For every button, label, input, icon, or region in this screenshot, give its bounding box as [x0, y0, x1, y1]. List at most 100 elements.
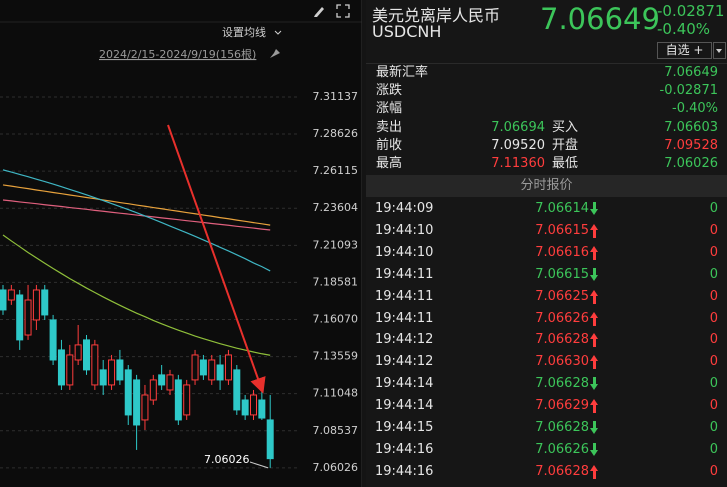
divider: [366, 63, 727, 64]
ticks-header: 分时报价: [366, 175, 727, 197]
candle-body: [224, 354, 232, 381]
stat-label: 涨跌: [376, 83, 403, 98]
tick-volume: 0: [709, 420, 718, 435]
tick-price: 7.06615: [535, 222, 589, 238]
tick-price: 7.06628: [535, 332, 589, 348]
tick-price: 7.06628: [535, 463, 589, 479]
range-label[interactable]: 2024/2/15-2024/9/19(156根): [99, 47, 256, 61]
price-change-pct: -0.40%: [657, 20, 711, 38]
stat-row: 涨跌 -0.02871: [366, 82, 727, 100]
tick-direction-arrow: [590, 421, 598, 435]
tick-price: 7.06629: [535, 398, 589, 414]
tick-row: 19:44:12 7.06628 0: [366, 331, 727, 349]
tick-time: 19:44:15: [375, 420, 434, 435]
draw-tool-icon[interactable]: [314, 7, 324, 17]
candle-body: [199, 359, 207, 376]
tick-row: 19:44:10 7.06616 0: [366, 244, 727, 262]
stat-pair-row: 卖出 7.06694 买入 7.06603: [366, 119, 727, 137]
quote-panel: 美元兑离岸人民币 USDCNH 7.06649 -0.02871 -0.40% …: [366, 0, 727, 487]
tick-time: 19:44:11: [375, 266, 434, 282]
tick-time: 19:44:16: [375, 441, 434, 457]
stat-label: 开盘: [552, 138, 579, 153]
tick-direction-arrow: [590, 289, 598, 304]
tick-time: 19:44:11: [375, 310, 434, 326]
stat-value: 7.06026: [664, 156, 718, 171]
stat-label: 最低: [552, 156, 579, 171]
candle-body: [216, 364, 224, 381]
tick-row: 19:44:14 7.06628 0: [366, 375, 727, 393]
stat-pair-row: 前收 7.09520 开盘 7.09528: [366, 137, 727, 155]
stat-value: 7.06694: [491, 120, 545, 135]
tick-row: 19:44:11 7.06626 0: [366, 310, 727, 328]
stat-label: 最高: [376, 156, 403, 171]
tick-price: 7.06628: [535, 376, 589, 392]
tick-volume: 0: [709, 398, 718, 414]
tick-volume: 0: [709, 310, 718, 326]
candle-body: [91, 344, 99, 386]
stat-label: 买入: [552, 120, 579, 135]
candle-body: [16, 294, 24, 341]
stat-value: 7.06649: [664, 65, 718, 80]
tick-volume: 0: [709, 266, 718, 282]
y-tick-label: 7.08537: [313, 424, 359, 437]
ma-settings-button[interactable]: 设置均线: [222, 25, 266, 39]
candle-body: [149, 379, 157, 401]
stat-value: 7.09520: [491, 138, 545, 153]
candle-body: [57, 349, 65, 386]
y-tick-label: 7.13559: [313, 350, 359, 363]
moving-average-line: [2, 169, 271, 272]
candle-body: [7, 289, 15, 301]
pin-icon[interactable]: [270, 49, 280, 58]
tick-volume: 0: [709, 288, 718, 304]
stat-label: 卖出: [376, 120, 403, 135]
tick-row: 19:44:12 7.06630 0: [366, 353, 727, 371]
ma-settings-caret: [274, 30, 282, 35]
tick-row: 19:44:15 7.06628 0: [366, 419, 727, 437]
tick-time: 19:44:11: [375, 288, 434, 304]
tick-time: 19:44:14: [375, 398, 434, 414]
tick-volume: 0: [709, 222, 718, 238]
moving-average-line: [2, 199, 271, 231]
tick-row: 19:44:14 7.06629 0: [366, 397, 727, 415]
candle-body: [41, 289, 49, 316]
tick-time: 19:44:09: [375, 201, 434, 216]
stat-row: 涨幅 -0.40%: [366, 100, 727, 118]
tick-time: 19:44:12: [375, 354, 434, 370]
candle-body: [133, 379, 141, 426]
candle-body: [266, 419, 274, 460]
tick-row: 19:44:16 7.06628 0: [366, 463, 727, 481]
tick-direction-arrow: [590, 245, 598, 260]
tick-direction-arrow: [590, 442, 598, 457]
tick-price: 7.06615: [535, 266, 589, 282]
candle-body: [208, 359, 216, 381]
tick-price: 7.06628: [535, 420, 589, 435]
tick-price: 7.06614: [535, 201, 589, 216]
stat-value: -0.02871: [659, 83, 718, 98]
candle-body: [241, 399, 249, 416]
stat-value: -0.40%: [672, 101, 718, 116]
tick-row: 19:44:09 7.06614 0: [366, 200, 727, 218]
more-dropdown[interactable]: [713, 42, 726, 59]
watchlist-button[interactable]: 自选 +: [657, 42, 712, 59]
y-tick-label: 7.28626: [313, 127, 359, 140]
stat-pair-row: 最高 7.11360 最低 7.06026: [366, 155, 727, 173]
tick-time: 19:44:12: [375, 332, 434, 348]
candle-body: [250, 394, 257, 416]
candle-body: [74, 344, 82, 361]
y-tick-label: 7.06026: [313, 461, 359, 474]
tick-row: 19:44:16 7.06626 0: [366, 441, 727, 459]
candle-body: [108, 359, 116, 386]
instrument-title: 美元兑离岸人民币: [372, 6, 501, 25]
stat-label: 涨幅: [376, 101, 403, 116]
candle-body: [83, 339, 90, 371]
tick-row: 19:44:11 7.06615 0: [366, 266, 727, 284]
candle-body: [183, 384, 191, 416]
tick-row: 19:44:10 7.06615 0: [366, 222, 727, 240]
tick-price: 7.06616: [535, 244, 589, 260]
tick-volume: 0: [709, 463, 718, 479]
fullscreen-icon[interactable]: [336, 4, 350, 18]
tick-volume: 0: [709, 376, 718, 392]
instrument-code: USDCNH: [372, 22, 442, 41]
candle-body: [141, 394, 149, 421]
tick-time: 19:44:10: [375, 244, 434, 260]
